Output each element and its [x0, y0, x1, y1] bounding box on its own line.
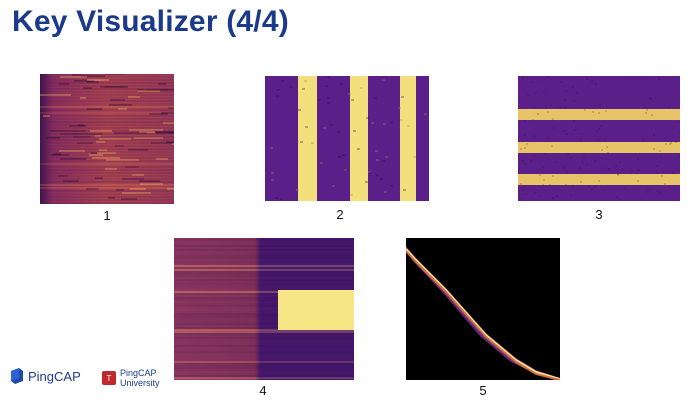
pingcap-university-line2: University: [120, 378, 160, 388]
pingcap-university-logo: T PingCAP University: [102, 368, 160, 388]
heatmap-5-image: [406, 238, 560, 380]
heatmap-4-image: [174, 238, 354, 380]
heatmap-2-image: [265, 76, 429, 201]
heatmap-panel-3: [518, 76, 680, 201]
panel-2-caption: 2: [336, 207, 344, 222]
pingcap-logo-icon: [11, 368, 23, 384]
panel-4-caption: 4: [259, 383, 267, 398]
heatmap-panel-5: [406, 238, 560, 380]
panel-1-caption: 1: [103, 208, 111, 223]
heatmap-panel-2: [265, 76, 429, 201]
heatmap-panel-1: [40, 74, 174, 204]
pingcap-university-line1: PingCAP: [120, 368, 157, 378]
slide-title: Key Visualizer (4/4): [12, 5, 289, 38]
pingcap-logo-text: PingCAP: [28, 368, 81, 384]
heatmap-1-image: [40, 74, 174, 204]
heatmap-3-image: [518, 76, 680, 201]
heatmap-panel-4: [174, 238, 354, 380]
pingcap-university-icon: T: [102, 371, 116, 385]
panel-5-caption: 5: [479, 383, 487, 398]
panel-3-caption: 3: [595, 207, 603, 222]
svg-text:T: T: [107, 374, 112, 383]
pingcap-logo: PingCAP: [10, 368, 81, 384]
